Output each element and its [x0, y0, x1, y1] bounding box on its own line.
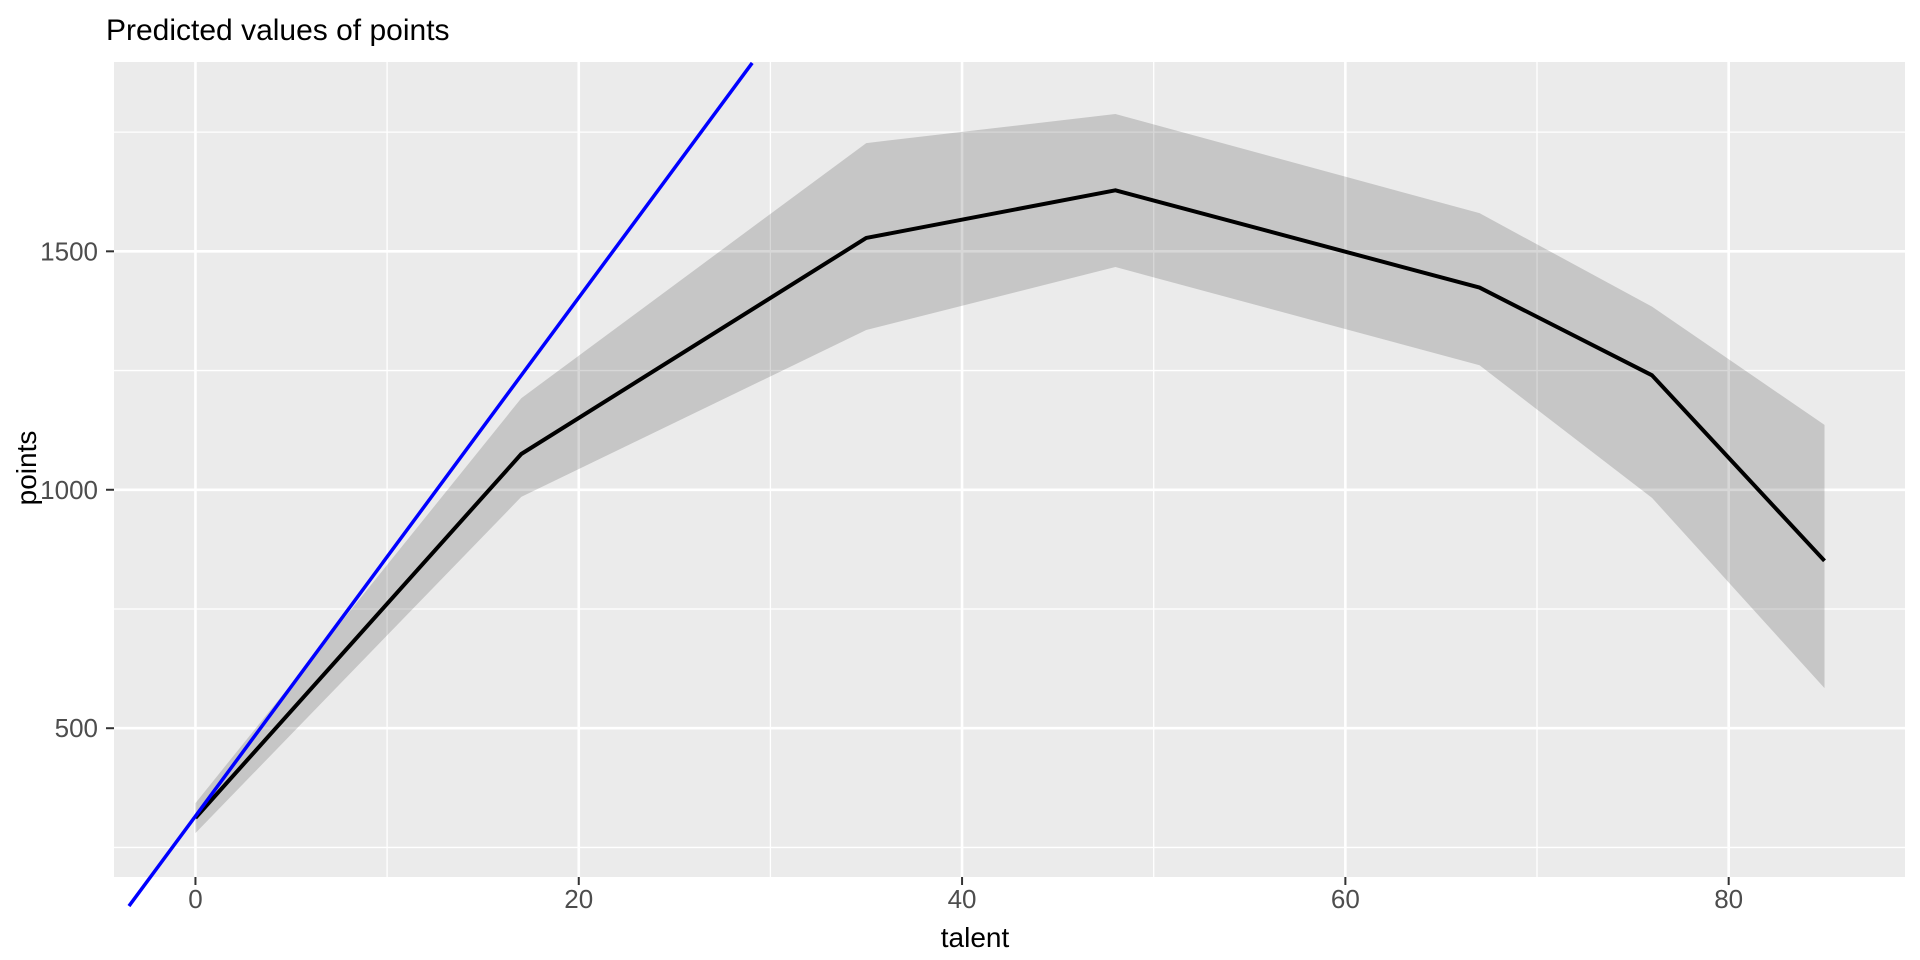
reference-line	[127, 61, 754, 908]
prediction-line	[193, 188, 1826, 820]
x-axis-title: talent	[940, 922, 1010, 953]
y-tick-label: 500	[55, 713, 98, 743]
x-tick-label: 60	[1331, 884, 1360, 914]
y-tick-label: 1000	[40, 475, 98, 505]
x-tick-label: 0	[188, 884, 202, 914]
y-axis-title: points	[11, 430, 42, 506]
chart-title: Predicted values of points	[106, 14, 450, 47]
panel-background	[114, 62, 1905, 877]
y-tick-label: 1500	[40, 236, 98, 266]
confidence-ribbon	[195, 113, 1825, 834]
x-tick-label: 80	[1714, 884, 1743, 914]
x-tick-label: 40	[948, 884, 977, 914]
x-tick-label: 20	[564, 884, 593, 914]
